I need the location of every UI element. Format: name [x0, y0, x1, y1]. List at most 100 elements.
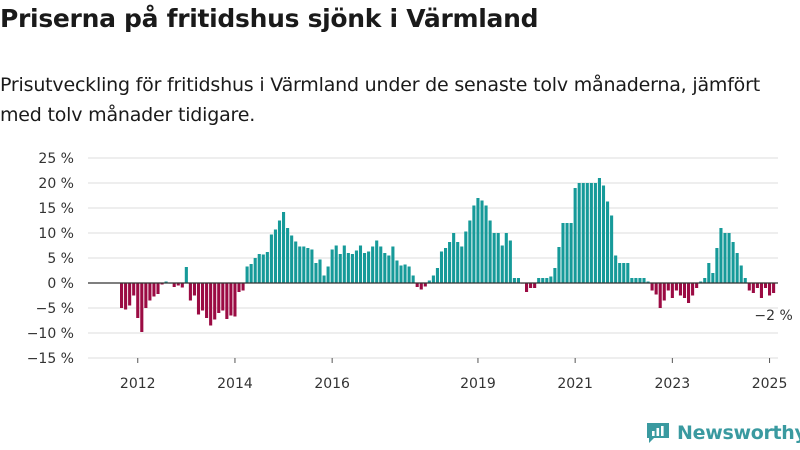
- bar: [217, 283, 221, 313]
- bar: [468, 220, 472, 283]
- bar: [456, 242, 460, 283]
- bar: [277, 220, 282, 283]
- bar: [553, 268, 557, 283]
- bar: [711, 273, 715, 283]
- bar: [439, 251, 444, 283]
- gridlines: [88, 157, 778, 359]
- bar: [646, 281, 650, 283]
- bar: [492, 233, 496, 283]
- y-tick-label: 0 %: [47, 276, 74, 292]
- bar: [196, 283, 201, 315]
- bar: [140, 283, 144, 332]
- bar: [662, 283, 666, 301]
- bar: [403, 264, 407, 283]
- bar: [735, 253, 739, 283]
- bar: [772, 283, 776, 293]
- bar: [273, 229, 277, 283]
- bar: [128, 283, 132, 306]
- bar: [395, 260, 399, 283]
- bar: [723, 233, 727, 283]
- bar: [261, 254, 265, 283]
- bar: [496, 233, 500, 283]
- bar: [614, 255, 618, 283]
- bar: [136, 283, 140, 318]
- bar: [233, 283, 237, 317]
- y-tick-label: 15 %: [38, 201, 74, 217]
- bar: [687, 283, 691, 303]
- bar: [229, 283, 233, 316]
- bar: [593, 183, 597, 283]
- bar: [589, 183, 593, 283]
- bar: [658, 283, 662, 308]
- bar: [407, 266, 411, 283]
- bar: [172, 283, 176, 287]
- bar: [419, 283, 423, 290]
- y-tick-label: −15 %: [27, 351, 74, 367]
- bar: [192, 283, 196, 296]
- bar: [727, 233, 731, 283]
- bar: [152, 283, 156, 297]
- bar: [678, 283, 682, 296]
- bar: [743, 278, 747, 283]
- bar: [363, 253, 367, 283]
- bar: [682, 283, 687, 298]
- bar: [310, 249, 314, 283]
- bar: [358, 245, 363, 283]
- y-tick-label: −10 %: [27, 326, 74, 342]
- bar: [298, 246, 302, 283]
- bar: [460, 246, 464, 283]
- bar: [120, 283, 124, 308]
- bar: [561, 223, 565, 283]
- bar: [634, 278, 638, 283]
- bar: [245, 266, 249, 283]
- bar: [249, 264, 253, 283]
- bar: [209, 283, 213, 326]
- bar: [707, 263, 711, 283]
- bar: [314, 263, 318, 283]
- bar: [529, 283, 533, 288]
- bar: [124, 283, 128, 310]
- bar: [670, 283, 674, 298]
- bar: [354, 250, 358, 283]
- bar: [435, 268, 439, 283]
- bar: [525, 283, 529, 292]
- x-axis-ticks: 2012 2014 2016 2019 2021 2023 2025: [120, 358, 787, 392]
- bar: [755, 283, 759, 288]
- newsworthy-logo[interactable]: Newsworthy: [645, 419, 800, 447]
- bar: [452, 233, 456, 283]
- bar: [383, 253, 387, 283]
- y-tick-label: −5 %: [36, 301, 74, 317]
- bar: [630, 278, 634, 283]
- bar: [448, 242, 452, 283]
- bar: [188, 283, 192, 301]
- bar: [577, 183, 581, 283]
- bar: [302, 246, 306, 283]
- bar: [338, 254, 342, 283]
- bar: [484, 205, 488, 283]
- bar: [545, 278, 549, 283]
- bar: [569, 223, 573, 283]
- bar: [533, 283, 537, 288]
- bar: [504, 233, 508, 283]
- bar: [132, 283, 136, 296]
- x-tick-label: 2019: [460, 376, 496, 392]
- x-tick-label: 2014: [217, 376, 253, 392]
- bar: [642, 278, 646, 283]
- bar: [156, 283, 160, 294]
- bar: [516, 278, 520, 283]
- bar: [747, 283, 751, 291]
- bar: [654, 283, 658, 295]
- bar: [379, 246, 383, 283]
- bar: [695, 283, 699, 288]
- bar: [541, 278, 545, 283]
- bar: [715, 248, 719, 283]
- x-tick-label: 2016: [314, 376, 350, 392]
- bar: [472, 205, 476, 283]
- bar: [674, 283, 678, 291]
- bar: [500, 245, 504, 283]
- bar: [164, 281, 168, 283]
- bar: [342, 245, 346, 283]
- bar: [508, 240, 512, 283]
- bar: [464, 231, 468, 283]
